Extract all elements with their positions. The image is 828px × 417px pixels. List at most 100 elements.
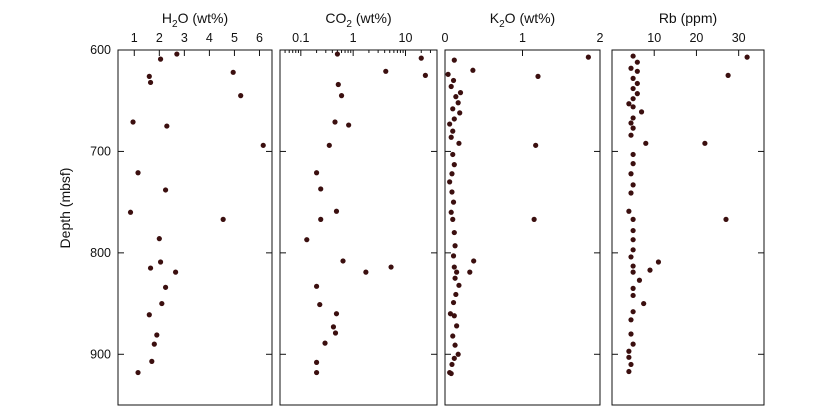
data-point-k2o-11 bbox=[457, 110, 463, 116]
data-point-k2o-28 bbox=[452, 243, 458, 249]
data-point-k2o-35 bbox=[456, 282, 462, 288]
data-point-co2-10 bbox=[318, 186, 324, 192]
data-point-rb-6 bbox=[630, 75, 636, 81]
data-point-co2-8 bbox=[326, 142, 332, 148]
data-point-h2o-20 bbox=[154, 332, 160, 338]
data-point-k2o-9 bbox=[455, 100, 461, 106]
x-tick-label-k2o-0: 0 bbox=[442, 31, 449, 45]
panels: H2O (wt%) 1 2 3 4 5 6 CO2 (wt%) 0.1 1 10 K2O (wt%) 0… bbox=[117, 10, 765, 406]
data-point-k2o-30 bbox=[471, 258, 477, 264]
panel-frame-co2 bbox=[279, 49, 438, 406]
x-tick-label-h2o-5: 5 bbox=[231, 31, 238, 45]
data-point-co2-20 bbox=[330, 324, 337, 330]
panel-k2o: K2O (wt%) 0 1 2 bbox=[442, 10, 604, 406]
data-point-k2o-21 bbox=[447, 179, 453, 185]
data-point-k2o-41 bbox=[450, 333, 456, 339]
data-point-rb-17 bbox=[628, 132, 634, 138]
data-point-k2o-12 bbox=[451, 116, 457, 122]
data-point-co2-23 bbox=[313, 359, 320, 365]
data-point-k2o-20 bbox=[449, 171, 455, 177]
data-point-rb-10 bbox=[630, 96, 636, 102]
x-tick-label-co2-0.1: 0.1 bbox=[292, 31, 309, 45]
panel-title-co2: CO2 (wt%) bbox=[325, 10, 391, 30]
data-point-h2o-17 bbox=[162, 284, 169, 290]
data-point-rb-45 bbox=[626, 354, 632, 360]
x-tick-label-rb-10: 10 bbox=[647, 31, 661, 45]
data-point-h2o-0 bbox=[174, 51, 180, 57]
data-point-rb-32 bbox=[655, 259, 662, 265]
data-point-k2o-2 bbox=[470, 67, 476, 73]
data-point-k2o-24 bbox=[448, 209, 454, 215]
data-point-h2o-18 bbox=[159, 300, 165, 307]
data-point-h2o-10 bbox=[162, 187, 169, 193]
data-point-rb-37 bbox=[630, 285, 636, 291]
data-point-k2o-13 bbox=[447, 121, 453, 127]
data-point-k2o-26 bbox=[531, 216, 537, 222]
data-point-co2-19 bbox=[333, 311, 340, 317]
data-point-k2o-5 bbox=[450, 77, 457, 84]
data-point-co2-6 bbox=[332, 119, 338, 125]
data-point-rb-42 bbox=[628, 331, 634, 337]
data-point-h2o-5 bbox=[238, 93, 244, 99]
data-point-k2o-16 bbox=[456, 140, 462, 146]
panel-title-h2o: H2O (wt%) bbox=[162, 10, 228, 30]
data-point-k2o-33 bbox=[467, 269, 473, 275]
data-point-k2o-47 bbox=[448, 370, 454, 377]
data-point-rb-28 bbox=[630, 227, 636, 234]
data-point-co2-16 bbox=[363, 269, 369, 275]
data-point-rb-18 bbox=[643, 140, 649, 146]
data-point-rb-30 bbox=[630, 247, 636, 253]
y-axis-tick-labels: 600 700 800 900 bbox=[90, 43, 111, 361]
data-point-co2-14 bbox=[340, 258, 346, 264]
panel-title-k2o: K2O (wt%) bbox=[490, 10, 555, 30]
data-point-co2-0 bbox=[334, 51, 341, 57]
data-point-rb-27 bbox=[723, 216, 729, 222]
data-point-co2-22 bbox=[322, 340, 328, 346]
y-tick-label-700: 700 bbox=[90, 144, 111, 158]
data-point-co2-4 bbox=[335, 81, 341, 88]
data-point-co2-3 bbox=[422, 72, 428, 78]
x-tick-label-h2o-2: 2 bbox=[156, 31, 163, 45]
data-point-rb-41 bbox=[628, 317, 634, 323]
data-point-rb-16 bbox=[630, 125, 636, 131]
data-point-rb-26 bbox=[630, 216, 636, 222]
data-point-k2o-40 bbox=[454, 323, 460, 329]
data-point-k2o-34 bbox=[452, 275, 458, 281]
x-tick-label-co2-10: 10 bbox=[399, 31, 413, 45]
data-point-k2o-29 bbox=[450, 253, 457, 259]
data-point-rb-43 bbox=[630, 341, 636, 347]
panel-frame-rb bbox=[611, 49, 765, 406]
data-point-rb-3 bbox=[628, 65, 634, 71]
x-tick-label-h2o-1: 1 bbox=[131, 31, 138, 45]
data-point-h2o-6 bbox=[130, 119, 136, 125]
data-point-k2o-22 bbox=[449, 189, 455, 195]
data-point-co2-21 bbox=[332, 330, 339, 336]
panel-frame-k2o bbox=[444, 49, 601, 406]
data-point-k2o-45 bbox=[449, 361, 455, 368]
x-tick-label-h2o-6: 6 bbox=[256, 31, 263, 45]
data-point-rb-11 bbox=[626, 101, 632, 107]
data-point-k2o-14 bbox=[450, 128, 456, 134]
data-point-h2o-22 bbox=[149, 358, 155, 364]
y-axis-title: Depth (mbsf) bbox=[57, 168, 73, 249]
data-point-rb-0 bbox=[744, 54, 750, 60]
data-point-co2-24 bbox=[313, 369, 320, 376]
data-point-rb-12 bbox=[630, 104, 636, 110]
data-point-rb-33 bbox=[630, 263, 636, 269]
data-point-k2o-39 bbox=[451, 313, 457, 319]
data-point-rb-8 bbox=[630, 85, 636, 92]
data-point-rb-21 bbox=[630, 161, 636, 167]
data-point-rb-22 bbox=[628, 171, 634, 177]
data-point-h2o-7 bbox=[164, 123, 170, 129]
data-point-k2o-18 bbox=[450, 151, 456, 158]
data-point-rb-25 bbox=[626, 208, 632, 214]
data-point-rb-19 bbox=[702, 140, 708, 146]
data-point-rb-29 bbox=[630, 237, 636, 243]
data-point-k2o-17 bbox=[533, 142, 539, 148]
data-point-k2o-25 bbox=[450, 216, 456, 222]
y-tick-label-600: 600 bbox=[90, 43, 111, 57]
data-point-co2-7 bbox=[346, 122, 352, 128]
data-point-co2-12 bbox=[318, 216, 324, 222]
x-tick-label-h2o-4: 4 bbox=[206, 31, 213, 45]
